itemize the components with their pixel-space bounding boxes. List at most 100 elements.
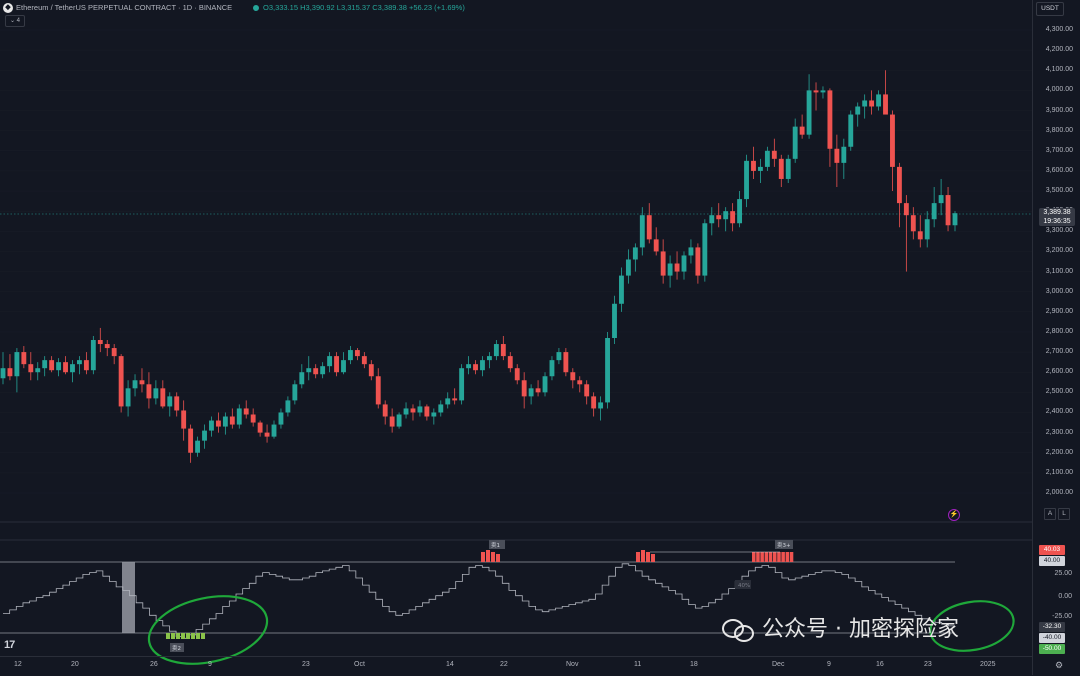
time-tick: 23 bbox=[924, 661, 932, 668]
sell-signal-block bbox=[491, 552, 495, 562]
price-tick: 2,800.00 bbox=[1045, 327, 1073, 335]
signal-tag-b: 卖3+ bbox=[777, 542, 791, 549]
currency-selector[interactable]: USDT bbox=[1036, 2, 1064, 16]
candle-body bbox=[327, 356, 333, 367]
price-tick: 3,100.00 bbox=[1045, 267, 1073, 275]
annotation-circle-left bbox=[147, 595, 269, 665]
sell-signal-block bbox=[768, 552, 773, 562]
price-chart[interactable]: 卖1 卖3+ 卖2 40% bbox=[0, 0, 1032, 675]
candle-body bbox=[90, 340, 96, 371]
candle-body bbox=[605, 337, 610, 403]
candle-body bbox=[757, 166, 763, 171]
indicator-tag-low: -40.00 bbox=[1039, 633, 1065, 643]
sell-signal-block bbox=[760, 552, 764, 562]
candle-body bbox=[348, 350, 353, 361]
last-price-value: 3,389.38 bbox=[1043, 209, 1071, 216]
price-tick: 2,600.00 bbox=[1045, 368, 1073, 376]
buy-signal-block bbox=[201, 633, 205, 639]
candle-body bbox=[632, 247, 638, 260]
price-tick: 3,500.00 bbox=[1045, 187, 1073, 195]
candle-body bbox=[7, 368, 13, 377]
candle-body bbox=[945, 195, 951, 226]
candle-body bbox=[716, 215, 722, 220]
candle-body bbox=[70, 364, 75, 373]
time-tick: 9 bbox=[827, 661, 831, 668]
candle-body bbox=[396, 414, 402, 427]
buy-signal-block bbox=[171, 633, 175, 639]
time-tick: Oct bbox=[354, 661, 365, 668]
auto-scale-button[interactable]: A bbox=[1044, 508, 1056, 520]
candle-body bbox=[278, 412, 284, 425]
candle-body bbox=[514, 368, 520, 381]
candle-body bbox=[445, 398, 451, 405]
candle-body bbox=[132, 380, 138, 389]
candle-body bbox=[306, 368, 312, 373]
candle-body bbox=[21, 352, 27, 365]
candle-body bbox=[431, 412, 437, 417]
indicator-tag-mid: -32.30 bbox=[1039, 622, 1065, 632]
price-tick: 2,300.00 bbox=[1045, 428, 1073, 436]
candle-body bbox=[695, 247, 701, 276]
time-tick: 20 bbox=[71, 661, 79, 668]
candle-body bbox=[598, 402, 604, 409]
price-tick: 2,000.00 bbox=[1045, 489, 1073, 496]
candle-body bbox=[77, 360, 82, 365]
time-tick: 12 bbox=[14, 661, 22, 668]
candle-body bbox=[806, 90, 812, 135]
candle-body bbox=[271, 424, 277, 437]
sell-signal-block bbox=[789, 552, 794, 562]
candle-body bbox=[549, 360, 555, 377]
indicator-tick-neg25: -25.00 bbox=[1052, 613, 1072, 620]
candle-body bbox=[584, 384, 590, 397]
candle-body bbox=[56, 362, 62, 371]
candle-body bbox=[424, 406, 430, 417]
market-open-status-icon bbox=[253, 5, 259, 11]
candle-body bbox=[125, 388, 131, 407]
candle-body bbox=[320, 366, 326, 375]
gear-icon[interactable]: ⚙ bbox=[1055, 660, 1064, 670]
candle-body bbox=[848, 114, 854, 147]
buy-signal-block bbox=[166, 633, 170, 639]
log-scale-button[interactable]: L bbox=[1058, 508, 1070, 520]
sell-signal-block bbox=[764, 552, 769, 562]
time-tick: Nov bbox=[566, 661, 579, 668]
candle-body bbox=[0, 368, 6, 379]
candle-body bbox=[619, 275, 624, 304]
sell-signal-block bbox=[773, 552, 777, 562]
candle-body bbox=[361, 356, 367, 365]
candle-body bbox=[49, 360, 55, 371]
candle-body bbox=[896, 166, 902, 204]
candle-body bbox=[646, 215, 652, 240]
symbol-title[interactable]: Ethereum / TetherUS PERPETUAL CONTRACT ·… bbox=[16, 3, 233, 12]
candle-body bbox=[285, 400, 291, 413]
signal-tag-a: 卖1 bbox=[491, 542, 500, 549]
price-tick: 2,100.00 bbox=[1045, 468, 1073, 476]
price-tick: 2,500.00 bbox=[1045, 388, 1073, 396]
annotation-circle-right bbox=[929, 600, 1015, 652]
price-tick: 3,000.00 bbox=[1045, 287, 1073, 295]
time-tick: 18 bbox=[690, 661, 698, 668]
tradingview-logo-icon[interactable]: 17 bbox=[4, 639, 15, 651]
candle-body bbox=[403, 408, 409, 415]
candle-body bbox=[883, 94, 888, 115]
indicator-highlight-bar bbox=[122, 562, 135, 633]
indicator-line bbox=[3, 563, 955, 639]
sell-signal-block bbox=[785, 552, 790, 562]
lightning-icon[interactable]: ⚡ bbox=[948, 509, 960, 521]
candles-group bbox=[0, 70, 958, 463]
time-axis[interactable]: 12 20 26 9 23 Oct 14 22 Nov 11 18 Dec 9 16 23 2025 bbox=[0, 656, 1032, 676]
candle-body bbox=[924, 219, 930, 240]
candle-body bbox=[118, 356, 124, 407]
time-tick: 23 bbox=[302, 661, 310, 668]
sell-signal-block bbox=[496, 554, 500, 562]
candle-body bbox=[653, 239, 659, 252]
candle-body bbox=[473, 364, 478, 371]
candle-body bbox=[486, 356, 492, 361]
candle-body bbox=[917, 231, 923, 240]
candle-body bbox=[737, 199, 743, 224]
candle-body bbox=[507, 356, 513, 369]
indicator-collapse-button[interactable]: ⌄ 4 bbox=[5, 15, 25, 27]
sell-signal-block bbox=[486, 550, 490, 562]
candle-body bbox=[389, 416, 395, 427]
signal-tag-mid: 40% bbox=[738, 583, 750, 589]
